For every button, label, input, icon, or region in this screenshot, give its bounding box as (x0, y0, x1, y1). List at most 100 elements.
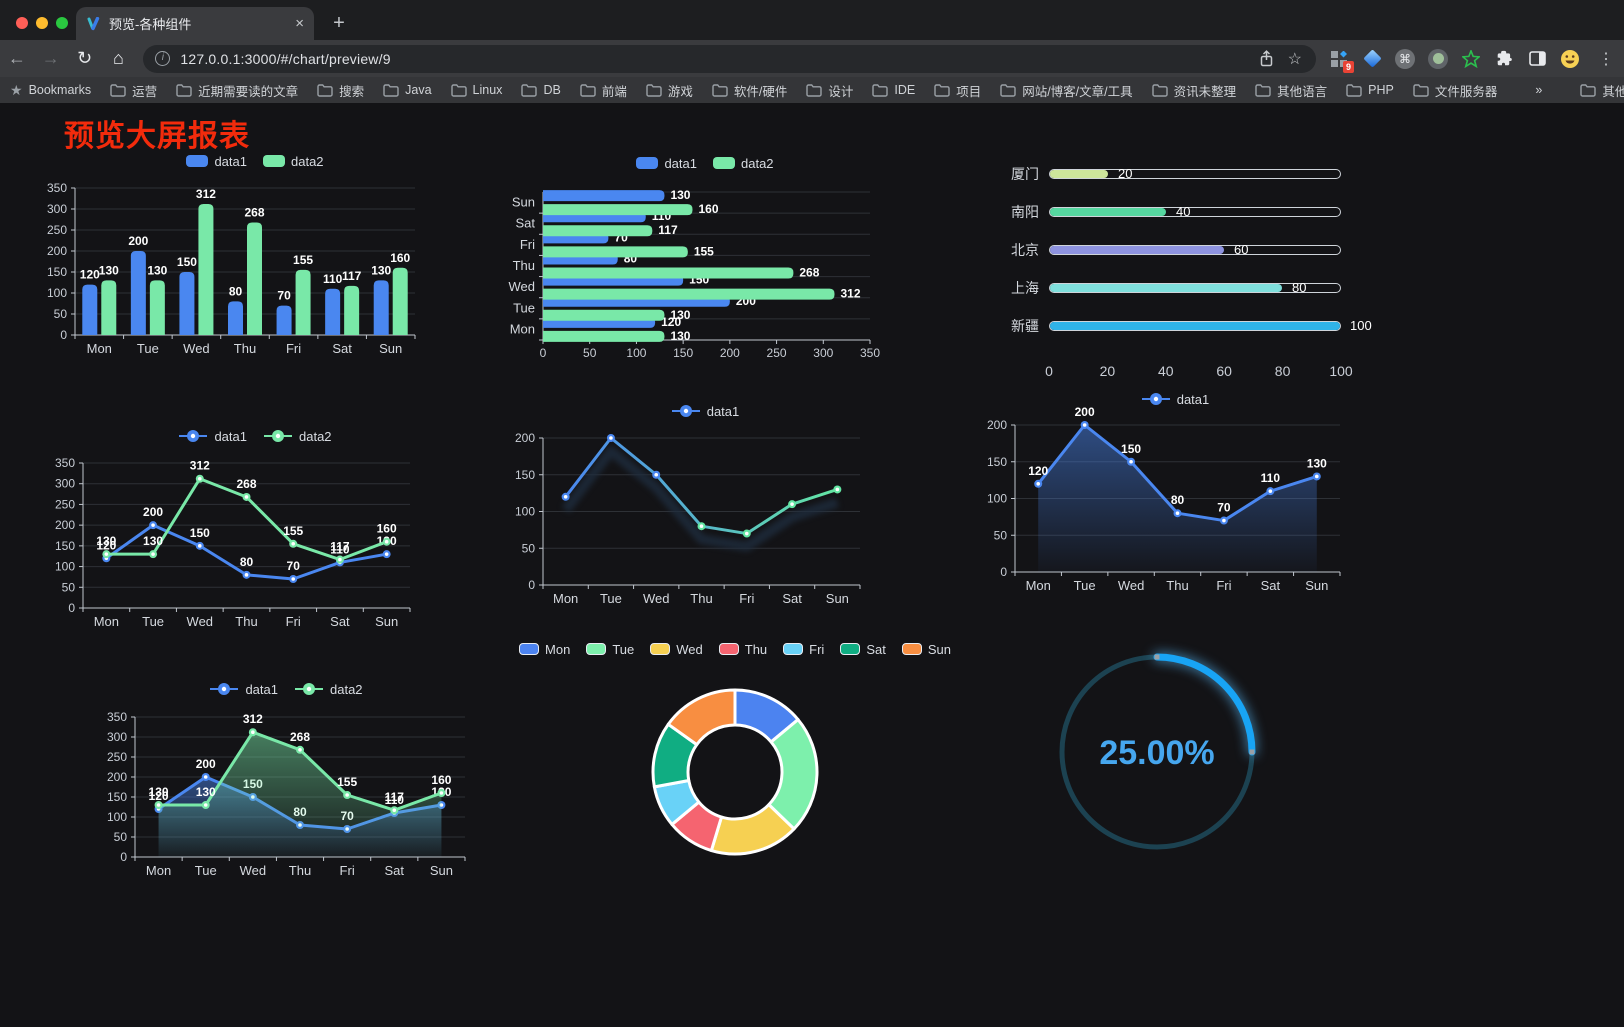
bookmark-folder-item[interactable]: 软件/硬件 (712, 81, 787, 100)
bookmark-folder-item[interactable]: 网站/博客/文章/工具 (1000, 81, 1133, 100)
svg-text:Thu: Thu (289, 863, 311, 878)
legend-item[interactable]: Sun (901, 642, 951, 657)
command-extension-icon[interactable]: ⌘ (1394, 48, 1416, 70)
legend-item[interactable]: data2 (294, 682, 363, 697)
legend-item[interactable]: data2 (713, 156, 774, 171)
svg-text:200: 200 (143, 505, 163, 519)
svg-text:Tue: Tue (513, 300, 535, 315)
svg-text:200: 200 (107, 770, 127, 784)
gradient-line-chart: data1 0 50 100 150 200 Mon Tue Wed Thu Fri Sat Sun (505, 400, 905, 612)
bookmark-folder-item[interactable]: 其他语言 (1255, 81, 1327, 100)
bookmarks-overflow-chevron[interactable]: » (1535, 83, 1543, 97)
extension-grid-icon[interactable]: 9 (1328, 48, 1354, 73)
folder-icon (176, 83, 192, 97)
bookmark-folder-item[interactable]: 项目 (934, 81, 981, 100)
chart-legend: data1 (505, 400, 905, 422)
bookmark-folder-item[interactable]: 资讯未整理 (1151, 81, 1236, 100)
chart-canvas: 25.00% (1059, 653, 1256, 850)
svg-text:120: 120 (96, 538, 116, 552)
other-bookmarks-folder[interactable]: 其他书签 (1580, 81, 1624, 100)
folder-icon (872, 83, 889, 97)
gem-extension-icon[interactable] (1361, 48, 1383, 70)
bookmark-folder-item[interactable]: 设计 (806, 81, 853, 100)
bookmark-folder-item[interactable]: 运营 (110, 81, 157, 100)
svg-text:Sat: Sat (515, 216, 535, 231)
legend-item[interactable]: data1 (671, 404, 739, 419)
bookmark-folder-item[interactable]: Java (383, 81, 432, 100)
bookmark-star-icon[interactable]: ☆ (1287, 50, 1302, 68)
two-series-area-chart: data1 data2 0 50 100 150 200 250 300 350 Mon Tue Wed… (100, 678, 472, 890)
browser-tab[interactable]: 预览-各种组件 × (76, 7, 314, 40)
url-text[interactable]: 127.0.0.1:3000/#/chart/preview/9 (180, 50, 391, 67)
folder-icon (1413, 83, 1429, 97)
bookmark-folder-item[interactable]: 前端 (580, 81, 627, 100)
progress-value: 100 (1350, 318, 1372, 334)
svg-text:130: 130 (670, 329, 690, 343)
back-icon[interactable]: ← (7, 48, 26, 68)
svg-text:150: 150 (190, 526, 210, 540)
tab-favicon (87, 16, 100, 30)
svg-text:Thu: Thu (513, 258, 535, 273)
progress-label: 上海 (1011, 280, 1039, 297)
folder-icon (1346, 83, 1362, 97)
svg-text:Sun: Sun (430, 863, 453, 878)
legend-item[interactable]: data1 (209, 682, 278, 697)
browser-menu-icon[interactable]: ⋮ (1598, 50, 1614, 68)
bookmarks-manager-item[interactable]: ★ Bookmarks (10, 81, 92, 98)
tab-close-icon[interactable]: × (295, 15, 304, 32)
window-minimize-button[interactable] (36, 17, 48, 29)
bookmark-folder-item[interactable]: 文件服务器 (1413, 81, 1497, 100)
svg-text:80: 80 (1171, 493, 1185, 507)
window-close-button[interactable] (16, 17, 28, 29)
legend-item[interactable]: data2 (263, 154, 324, 169)
home-icon[interactable]: ⌂ (113, 48, 124, 68)
svg-text:200: 200 (55, 518, 75, 532)
share-icon[interactable] (1259, 50, 1274, 67)
folder-icon (1151, 83, 1168, 97)
window-zoom-button[interactable] (56, 17, 68, 29)
legend-item[interactable]: data1 (1141, 392, 1209, 407)
star-icon: ★ (10, 81, 23, 98)
legend-item[interactable]: data2 (263, 429, 332, 444)
progress-row: 上海 80 (995, 269, 1370, 307)
folder-icon (1580, 83, 1597, 97)
folder-icon (580, 83, 596, 97)
legend-item[interactable]: Mon (519, 642, 570, 657)
svg-text:150: 150 (1121, 442, 1141, 456)
bookmark-folder-item[interactable]: IDE (872, 81, 915, 100)
legend-item[interactable]: Wed (650, 642, 703, 657)
legend-item[interactable]: Thu (718, 642, 767, 657)
address-bar[interactable]: i 127.0.0.1:3000/#/chart/preview/9 ☆ (143, 44, 1316, 73)
svg-text:Thu: Thu (234, 341, 256, 356)
legend-item[interactable]: Fri (783, 642, 824, 657)
legend-item[interactable]: Sat (840, 642, 886, 657)
legend-item[interactable]: data1 (186, 154, 247, 169)
svg-text:Fri: Fri (286, 614, 301, 629)
site-info-icon[interactable]: i (155, 51, 171, 66)
bookmark-folder-item[interactable]: PHP (1346, 81, 1394, 100)
chart-legend: data1 (985, 388, 1365, 410)
legend-item[interactable]: data1 (636, 156, 697, 171)
side-panel-icon[interactable] (1526, 48, 1548, 70)
svg-text:200: 200 (128, 234, 148, 248)
svg-text:Thu: Thu (690, 591, 712, 606)
bookmark-folder-item[interactable]: DB (521, 81, 561, 100)
recorder-extension-icon[interactable] (1427, 48, 1449, 70)
legend-item[interactable]: Tue (586, 642, 634, 657)
star-extension-icon[interactable] (1460, 48, 1482, 70)
reload-icon[interactable]: ↻ (77, 48, 93, 68)
svg-text:120: 120 (149, 789, 169, 803)
progress-value: 60 (1234, 242, 1249, 258)
bookmark-folder-item[interactable]: 游戏 (646, 81, 693, 100)
svg-text:Sat: Sat (330, 614, 350, 629)
new-tab-button[interactable]: + (333, 12, 345, 34)
svg-text:130: 130 (149, 785, 169, 799)
bookmark-folder-item[interactable]: Linux (450, 81, 502, 100)
bookmark-folder-item[interactable]: 近期需要读的文章 (176, 81, 298, 100)
svg-text:0: 0 (120, 850, 127, 864)
puzzle-extensions-icon[interactable] (1493, 48, 1515, 70)
legend-item[interactable]: data1 (178, 429, 247, 444)
bookmark-folder-item[interactable]: 搜索 (317, 81, 364, 100)
forward-icon[interactable]: → (41, 48, 60, 68)
emoji-extension-icon[interactable] (1559, 48, 1581, 70)
